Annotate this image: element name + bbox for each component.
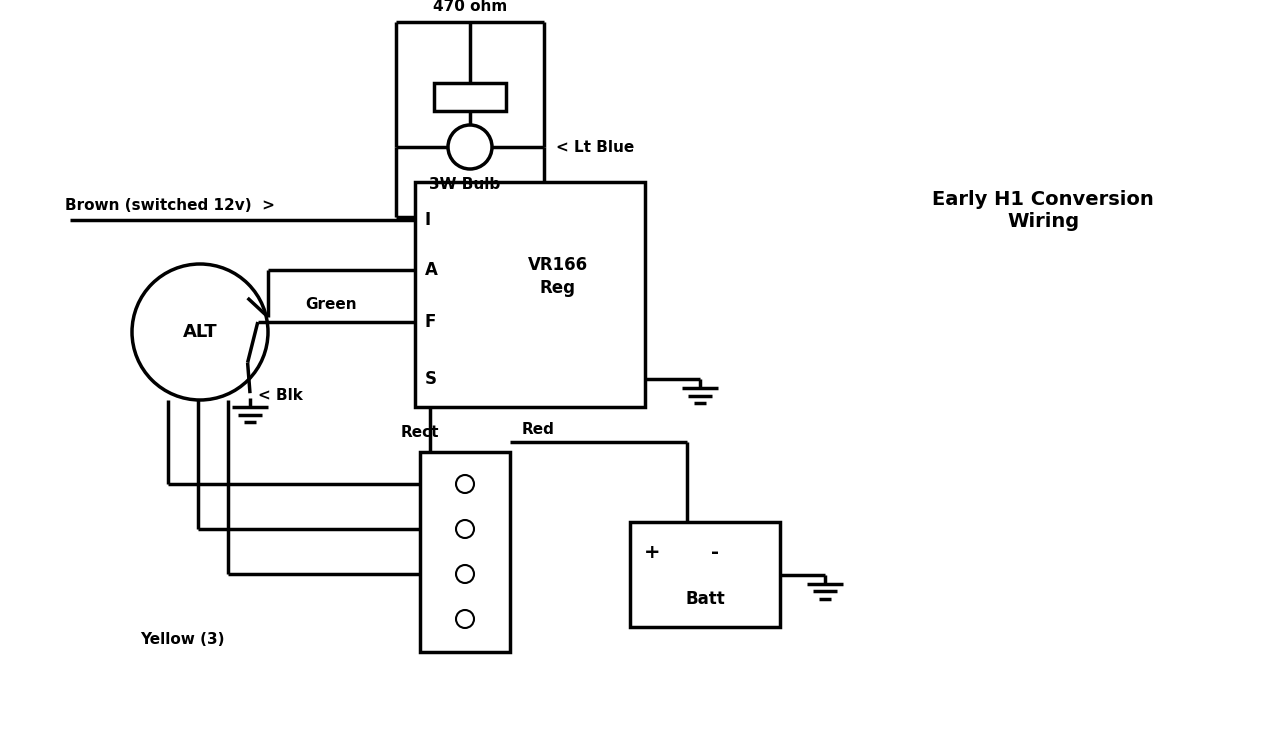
Text: < Blk: < Blk xyxy=(258,388,303,403)
Text: -: - xyxy=(711,542,719,562)
Text: A: A xyxy=(425,261,438,279)
Bar xyxy=(434,83,506,111)
Text: Early H1 Conversion
Wiring: Early H1 Conversion Wiring xyxy=(932,190,1154,231)
Bar xyxy=(420,452,510,652)
Text: 470 ohm: 470 ohm xyxy=(432,0,508,14)
Circle shape xyxy=(455,565,474,583)
Text: Red: Red xyxy=(522,422,555,437)
Text: < Lt Blue: < Lt Blue xyxy=(556,140,635,154)
Text: Yellow (3): Yellow (3) xyxy=(140,632,224,647)
Circle shape xyxy=(455,610,474,628)
Text: S: S xyxy=(425,370,438,388)
Circle shape xyxy=(448,125,492,169)
Bar xyxy=(630,522,780,627)
Text: ALT: ALT xyxy=(183,323,218,341)
Text: Green: Green xyxy=(305,297,356,312)
Circle shape xyxy=(455,520,474,538)
Bar xyxy=(415,182,645,407)
Circle shape xyxy=(455,475,474,493)
Text: I: I xyxy=(425,211,431,229)
Text: +: + xyxy=(644,542,660,562)
Text: Brown (switched 12v)  >: Brown (switched 12v) > xyxy=(65,198,275,213)
Text: 3W Bulb: 3W Bulb xyxy=(430,177,501,192)
Text: F: F xyxy=(425,313,436,331)
Text: VR166
Reg: VR166 Reg xyxy=(528,256,588,297)
Circle shape xyxy=(132,264,268,400)
Text: Batt: Batt xyxy=(686,590,725,608)
Text: Rect: Rect xyxy=(401,425,439,440)
